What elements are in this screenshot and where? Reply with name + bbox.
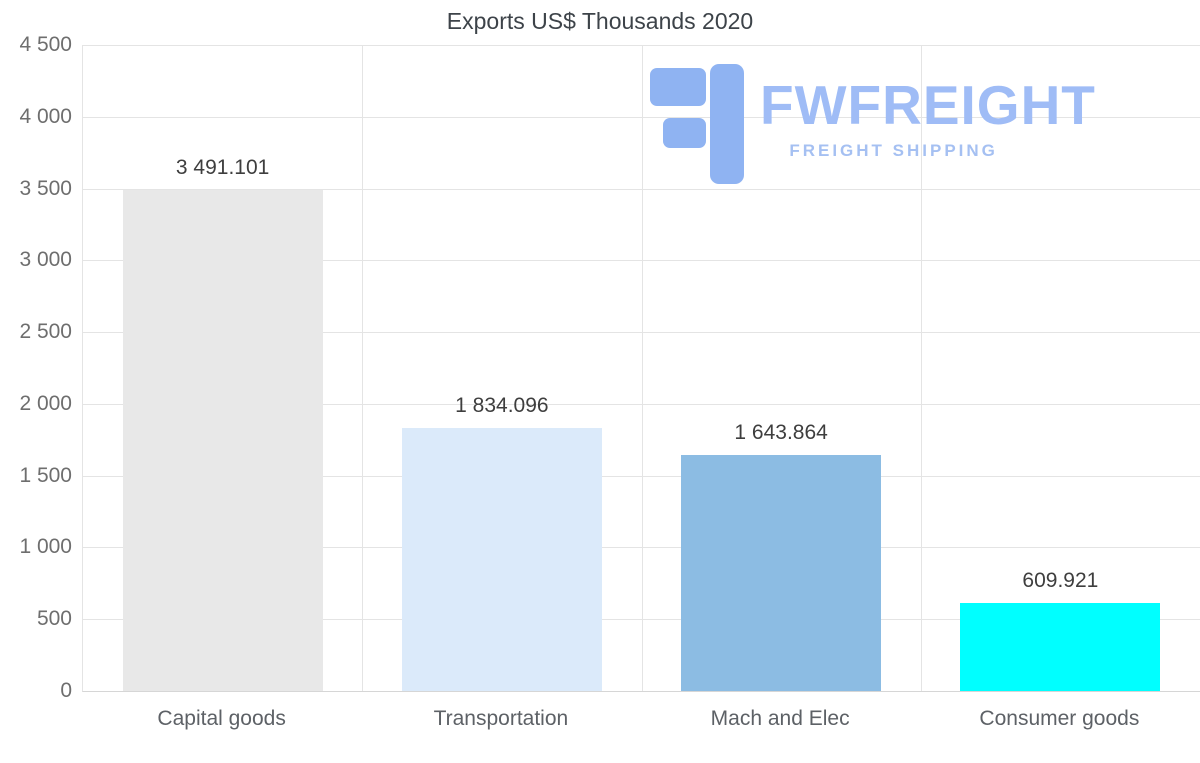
bar-consumer-goods [960, 603, 1161, 691]
y-tick-label: 4 000 [19, 104, 72, 128]
y-tick-label: 3 000 [19, 248, 72, 272]
x-axis: Capital goods Transportation Mach and Elec… [82, 699, 1199, 743]
y-tick-label: 0 [60, 679, 72, 702]
chart-title: Exports US$ Thousands 2020 [446, 8, 754, 34]
fwfreight-logo-icon [650, 64, 744, 184]
gridline-vertical [641, 45, 643, 691]
plot-area: 3 491.101 1 834.096 1 643.864 609.921 [82, 45, 1200, 692]
fwfreight-watermark: FWFREIGHT FREIGHT SHIPPING [650, 64, 1096, 184]
logo-name: FWFREIGHT [760, 74, 1096, 136]
y-tick-label: 3 500 [19, 176, 72, 200]
bar-transportation [401, 427, 602, 691]
bar-capital-goods [122, 189, 323, 691]
value-label: 609.921 [1022, 569, 1099, 593]
gridline-vertical [362, 45, 364, 691]
gridline-vertical [920, 45, 922, 691]
x-category-label: Transportation [433, 707, 569, 730]
value-label: 1 834.096 [455, 393, 549, 417]
y-tick-label: 2 000 [19, 391, 72, 415]
y-axis: 0 500 1 000 1 500 2 000 2 500 3 000 3 500 4 000 4… [0, 33, 72, 702]
y-tick-label: 500 [36, 607, 72, 631]
y-tick-label: 1 000 [19, 535, 72, 559]
logo-text: FWFREIGHT FREIGHT SHIPPING [760, 64, 1096, 161]
logo-tagline: FREIGHT SHIPPING [789, 141, 998, 160]
x-category-label: Consumer goods [979, 707, 1140, 730]
bar-mach-and-elec [681, 455, 882, 691]
y-tick-label: 4 500 [19, 33, 72, 56]
x-category-label: Mach and Elec [710, 707, 850, 730]
value-label: 3 491.101 [175, 155, 270, 179]
x-category-label: Capital goods [157, 707, 286, 730]
y-tick-label: 2 500 [19, 320, 72, 344]
y-tick-label: 1 500 [19, 463, 72, 487]
value-label: 1 643.864 [734, 421, 828, 445]
